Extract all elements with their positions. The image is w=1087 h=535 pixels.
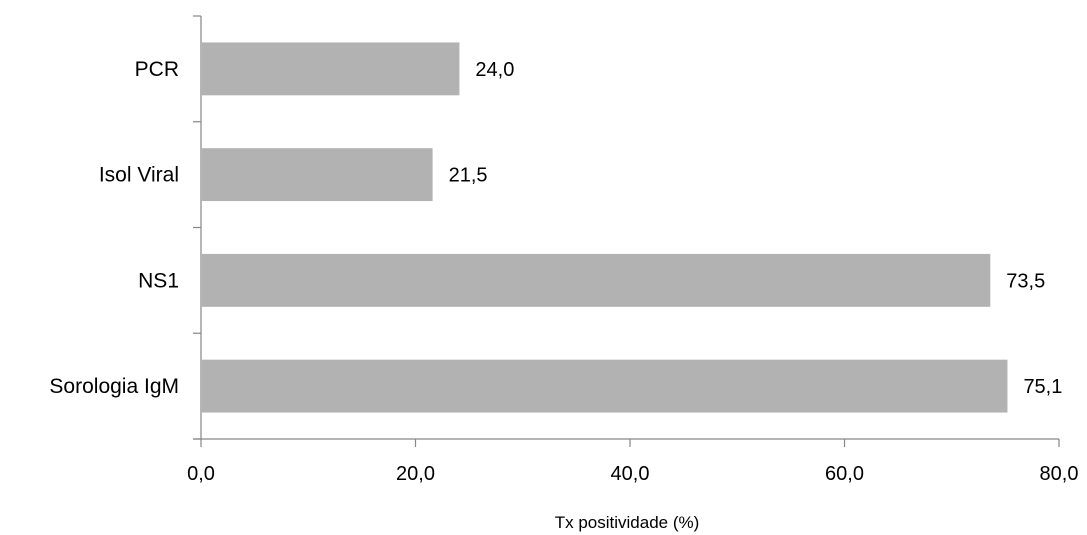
category-label: Isol Viral (99, 164, 179, 187)
bar (202, 359, 1008, 413)
category-label: PCR (135, 58, 179, 81)
x-tick-label: 20,0 (396, 463, 435, 485)
data-label: 75,1 (1023, 376, 1062, 398)
chart-bars (202, 42, 1008, 413)
bar (202, 148, 433, 202)
data-label: 21,5 (449, 165, 488, 187)
x-axis-title: Tx positividade (%) (555, 513, 700, 532)
data-label: 24,0 (475, 59, 514, 81)
category-label: NS1 (138, 269, 179, 292)
bar (202, 253, 991, 307)
chart-axes (193, 15, 1060, 447)
chart-labels: 0,0 20,0 40,0 60,0 80,0 PCR 24,0 Isol Viral 21,5… (49, 58, 1078, 485)
data-label: 73,5 (1006, 270, 1045, 292)
x-tick-label: 60,0 (825, 463, 864, 485)
category-label: Sorologia IgM (49, 375, 179, 398)
x-tick-label: 0,0 (187, 463, 215, 485)
x-tick-label: 40,0 (611, 463, 650, 485)
bar (202, 42, 460, 96)
x-tick-label: 80,0 (1040, 463, 1079, 485)
